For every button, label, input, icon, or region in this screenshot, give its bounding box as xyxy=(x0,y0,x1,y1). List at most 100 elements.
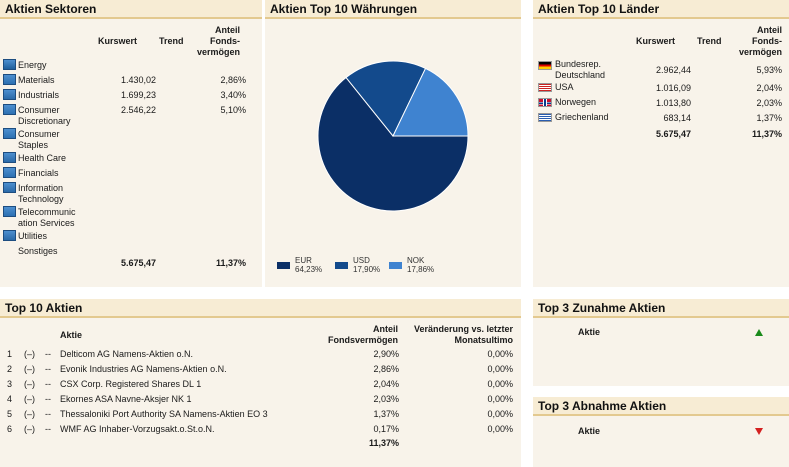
countries-title: Aktien Top 10 Länder xyxy=(533,0,789,19)
sector-name: Information Technology xyxy=(18,183,64,204)
losers-title: Top 3 Abnahme Aktien xyxy=(533,397,789,416)
stock-name: Ekornes ASA Navne-Aksjer NK 1 xyxy=(60,394,192,404)
top10-total-anteil: 11,37% xyxy=(368,438,399,448)
country-row: Bundesrep. Deutschland 2.962,44 5,93% xyxy=(533,59,789,82)
health-care-icon xyxy=(3,152,16,163)
legend-label-eur: EUR xyxy=(295,256,312,265)
energy-icon xyxy=(3,59,16,70)
country-kurswert: 2.962,44 xyxy=(655,65,691,75)
stock-anteil: 0,17% xyxy=(373,424,399,434)
sector-row: Sonstiges xyxy=(0,244,262,259)
sector-row: Energy xyxy=(0,58,262,73)
losers-panel: Top 3 Abnahme Aktien Aktie xyxy=(533,397,789,467)
gainers-title: Top 3 Zunahme Aktien xyxy=(533,299,789,318)
table-row[interactable]: 3 (–) -- CSX Corp. Registered Shares DL 1 2,… xyxy=(0,378,521,393)
stock-name: Delticom AG Namens-Aktien o.N. xyxy=(60,349,194,359)
legend-swatch-eur xyxy=(277,262,290,269)
trend-dash: -- xyxy=(45,424,51,434)
trend-marker: (–) xyxy=(24,379,35,389)
top10-panel: Top 10 Aktien Aktie Anteil Fondsvermögen … xyxy=(0,299,521,467)
country-name: Griechenland xyxy=(555,112,609,122)
legend-value-nok: 17,86% xyxy=(407,265,434,274)
materials-icon xyxy=(3,74,16,85)
country-row: Griechenland 683,14 1,37% xyxy=(533,112,789,127)
legend-value-usd: 17,90% xyxy=(353,265,380,274)
pie-slice-nok[interactable] xyxy=(392,67,469,137)
gainers-col-aktie: Aktie xyxy=(578,327,601,337)
pie-slice-eur[interactable] xyxy=(317,76,469,212)
stock-name: Thessaloniki Port Authority SA Namens-Ak… xyxy=(60,409,268,419)
table-row[interactable]: 6 (–) -- WMF AG Inhaber-Vorzugsakt.o.St.o.N… xyxy=(0,423,521,438)
sectors-col-trend: Trend xyxy=(159,36,184,46)
utilities-icon xyxy=(3,230,16,241)
sector-name: Sonstiges xyxy=(18,246,58,256)
rank: 2 xyxy=(7,364,13,374)
stock-name: CSX Corp. Registered Shares DL 1 xyxy=(60,379,202,389)
legend-label-nok: NOK xyxy=(407,256,425,265)
table-row[interactable]: 1 (–) -- Delticom AG Namens-Aktien o.N. 2,90… xyxy=(0,348,521,363)
trend-marker: (–) xyxy=(24,394,35,404)
country-kurswert: 683,14 xyxy=(663,113,691,123)
sector-row: Consumer Staples xyxy=(0,127,262,151)
gainers-panel: Top 3 Zunahme Aktien Aktie xyxy=(533,299,789,386)
table-row[interactable]: 2 (–) -- Evonik Industries AG Namens-Aktien… xyxy=(0,363,521,378)
financials-icon xyxy=(3,167,16,178)
country-kurswert: 1.013,80 xyxy=(655,98,691,108)
stock-anteil: 2,90% xyxy=(373,349,399,359)
pie-slice-usd[interactable] xyxy=(345,60,427,137)
legend-swatch-nok xyxy=(389,262,402,269)
sectors-col-anteil: Anteil Fonds-vermögen xyxy=(196,25,240,57)
country-anteil: 2,03% xyxy=(756,98,782,108)
country-anteil: 1,37% xyxy=(756,113,782,123)
trend-marker: (–) xyxy=(24,424,35,434)
top10-title: Top 10 Aktien xyxy=(0,299,521,318)
consumer-staples-icon xyxy=(3,128,16,139)
losers-col-aktie: Aktie xyxy=(578,426,601,436)
stock-name: WMF AG Inhaber-Vorzugsakt.o.St.o.N. xyxy=(60,424,215,434)
sectors-total-anteil: 11,37% xyxy=(215,258,246,268)
sector-row: Information Technology xyxy=(0,181,262,205)
trend-dash: -- xyxy=(45,349,51,359)
trend-dash: -- xyxy=(45,379,51,389)
country-name: USA xyxy=(555,82,574,92)
trend-up-icon xyxy=(755,329,763,336)
legend-swatch-usd xyxy=(335,262,348,269)
rank: 1 xyxy=(7,349,13,359)
countries-header: Kurswert Trend Anteil Fonds-vermögen xyxy=(533,22,789,58)
country-name: Norwegen xyxy=(555,97,597,107)
trend-marker: (–) xyxy=(24,364,35,374)
sectors-title: Aktien Sektoren xyxy=(0,0,262,19)
sector-row: Health Care xyxy=(0,151,262,166)
top10-col-aktie: Aktie xyxy=(60,330,83,340)
legend-label-usd: USD xyxy=(353,256,370,265)
trend-dash: -- xyxy=(45,409,51,419)
sector-name: Consumer Staples xyxy=(18,129,60,150)
table-row[interactable]: 5 (–) -- Thessaloniki Port Authority SA Nam… xyxy=(0,408,521,423)
stock-anteil: 1,37% xyxy=(373,409,399,419)
legend-value-eur: 64,23% xyxy=(295,265,322,274)
stock-anteil: 2,04% xyxy=(373,379,399,389)
rank: 4 xyxy=(7,394,13,404)
countries-total-anteil: 11,37% xyxy=(751,129,782,139)
stock-change: 0,00% xyxy=(487,379,513,389)
stock-anteil: 2,86% xyxy=(373,364,399,374)
sector-row: Financials xyxy=(0,166,262,181)
country-anteil: 2,04% xyxy=(756,83,782,93)
table-row[interactable]: 4 (–) -- Ekornes ASA Navne-Aksjer NK 1 2,03%… xyxy=(0,393,521,408)
countries-panel: Aktien Top 10 Länder Kurswert Trend Ante… xyxy=(533,0,789,287)
currencies-title: Aktien Top 10 Währungen xyxy=(265,0,521,19)
sector-name: Consumer Discretionary xyxy=(18,105,71,126)
countries-col-kurswert: Kurswert xyxy=(636,36,676,46)
trend-marker: (–) xyxy=(24,409,35,419)
countries-col-trend: Trend xyxy=(697,36,722,46)
sector-anteil: 3,40% xyxy=(220,90,246,100)
top10-col-change: Veränderung vs. letzter Monatsultimo xyxy=(413,324,513,345)
sector-name: Utilities xyxy=(18,231,48,241)
country-name: Bundesrep. Deutschland xyxy=(555,59,606,80)
sector-kurswert: 1.430,02 xyxy=(120,75,156,85)
stock-anteil: 2,03% xyxy=(373,394,399,404)
country-anteil: 5,93% xyxy=(756,65,782,75)
sectors-header: Kurswert Trend Anteil Fonds-vermögen xyxy=(0,22,262,58)
industrials-icon xyxy=(3,89,16,100)
